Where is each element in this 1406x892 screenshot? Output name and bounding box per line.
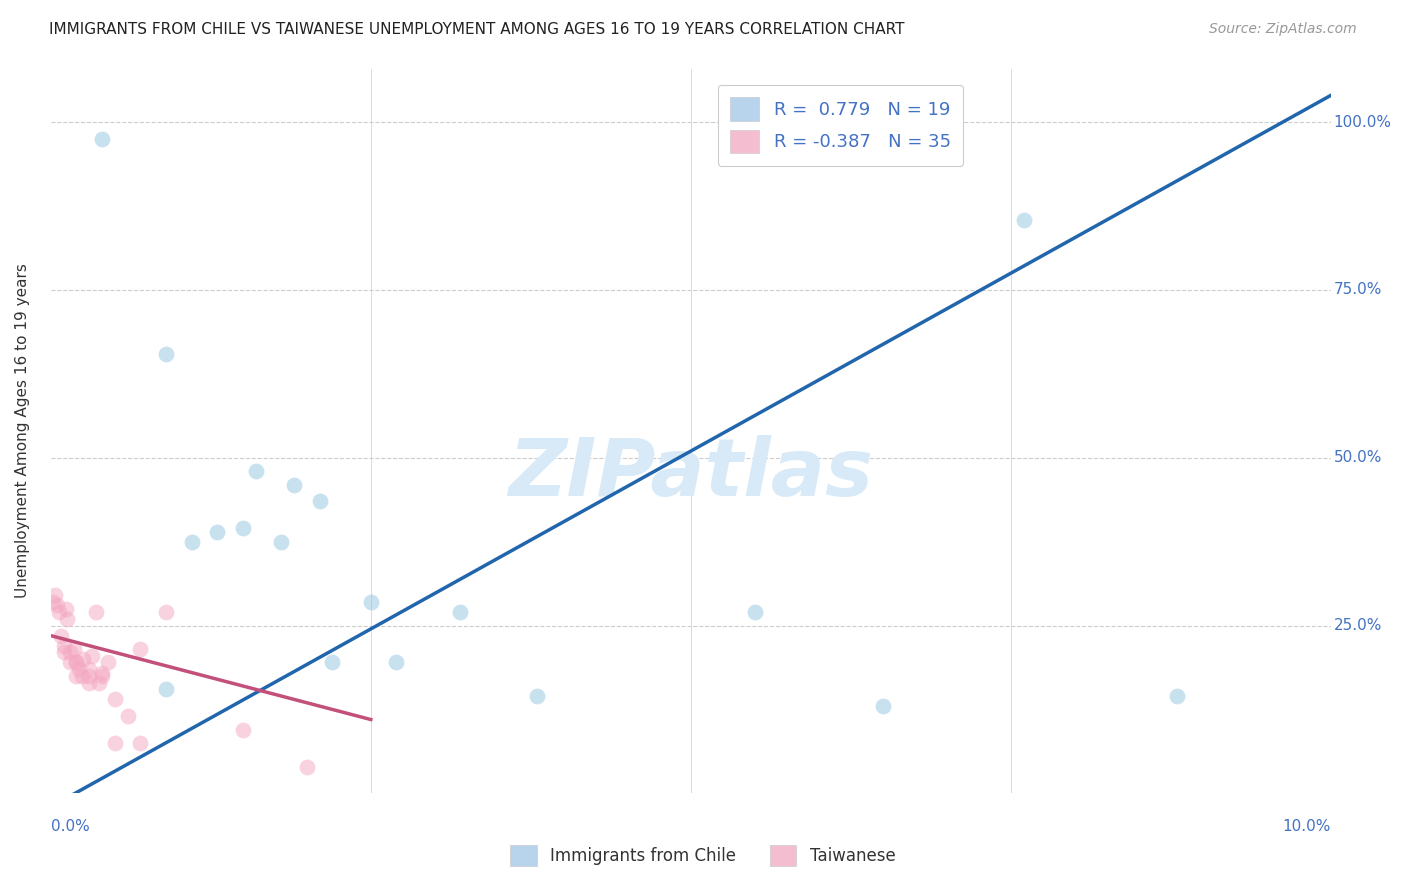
Point [70, 669, 93, 683]
Point [91, 665, 114, 680]
Point [872, 699, 894, 714]
Point [65, 656, 87, 670]
Legend: Immigrants from Chile, Taiwanese: Immigrants from Chile, Taiwanese [502, 837, 904, 875]
Text: 25.0%: 25.0% [1333, 618, 1382, 633]
Point [91, 132, 114, 146]
Point [49, 629, 72, 643]
Point [56, 612, 79, 626]
Point [385, 656, 408, 670]
Point [117, 709, 139, 723]
Point [89, 675, 111, 690]
Point [80, 648, 103, 663]
Point [232, 723, 254, 737]
Text: IMMIGRANTS FROM CHILE VS TAIWANESE UNEMPLOYMENT AMONG AGES 16 TO 19 YEARS CORREL: IMMIGRANTS FROM CHILE VS TAIWANESE UNEMP… [49, 22, 904, 37]
Point [46, 599, 69, 613]
Point [155, 347, 177, 361]
Legend: R =  0.779   N = 19, R = -0.387   N = 35: R = 0.779 N = 19, R = -0.387 N = 35 [717, 85, 963, 166]
Point [526, 689, 548, 703]
Point [52, 645, 75, 659]
Point [232, 521, 254, 535]
Point [77, 662, 100, 676]
Point [1166, 689, 1188, 703]
Point [97, 656, 120, 670]
Y-axis label: Unemployment Among Ages 16 to 19 years: Unemployment Among Ages 16 to 19 years [15, 263, 30, 599]
Point [52, 639, 75, 653]
Point [67, 662, 90, 676]
Point [44, 588, 66, 602]
Point [449, 605, 471, 619]
Point [155, 682, 177, 697]
Point [207, 524, 229, 539]
Text: 100.0%: 100.0% [1333, 115, 1392, 129]
Point [129, 736, 152, 750]
Point [180, 534, 202, 549]
Point [42, 595, 65, 609]
Point [283, 477, 305, 491]
Point [77, 669, 100, 683]
Text: 0.0%: 0.0% [51, 819, 90, 834]
Point [65, 656, 87, 670]
Point [744, 605, 766, 619]
Point [48, 605, 70, 619]
Text: 50.0%: 50.0% [1333, 450, 1382, 466]
Point [91, 669, 114, 683]
Point [308, 494, 330, 508]
Point [72, 652, 94, 666]
Point [1012, 212, 1035, 227]
Point [104, 736, 127, 750]
Point [59, 645, 82, 659]
Point [77, 675, 100, 690]
Point [360, 595, 382, 609]
Point [65, 669, 87, 683]
Point [245, 464, 267, 478]
Point [59, 656, 82, 670]
Point [129, 642, 152, 657]
Point [104, 692, 127, 706]
Point [321, 656, 343, 670]
Point [295, 759, 318, 773]
Text: 75.0%: 75.0% [1333, 283, 1382, 298]
Text: Source: ZipAtlas.com: Source: ZipAtlas.com [1209, 22, 1357, 37]
Text: ZIPatlas: ZIPatlas [509, 435, 873, 514]
Point [84, 605, 107, 619]
Point [270, 534, 292, 549]
Point [63, 642, 86, 657]
Point [155, 605, 177, 619]
Text: 10.0%: 10.0% [1282, 819, 1331, 834]
Point [55, 602, 77, 616]
